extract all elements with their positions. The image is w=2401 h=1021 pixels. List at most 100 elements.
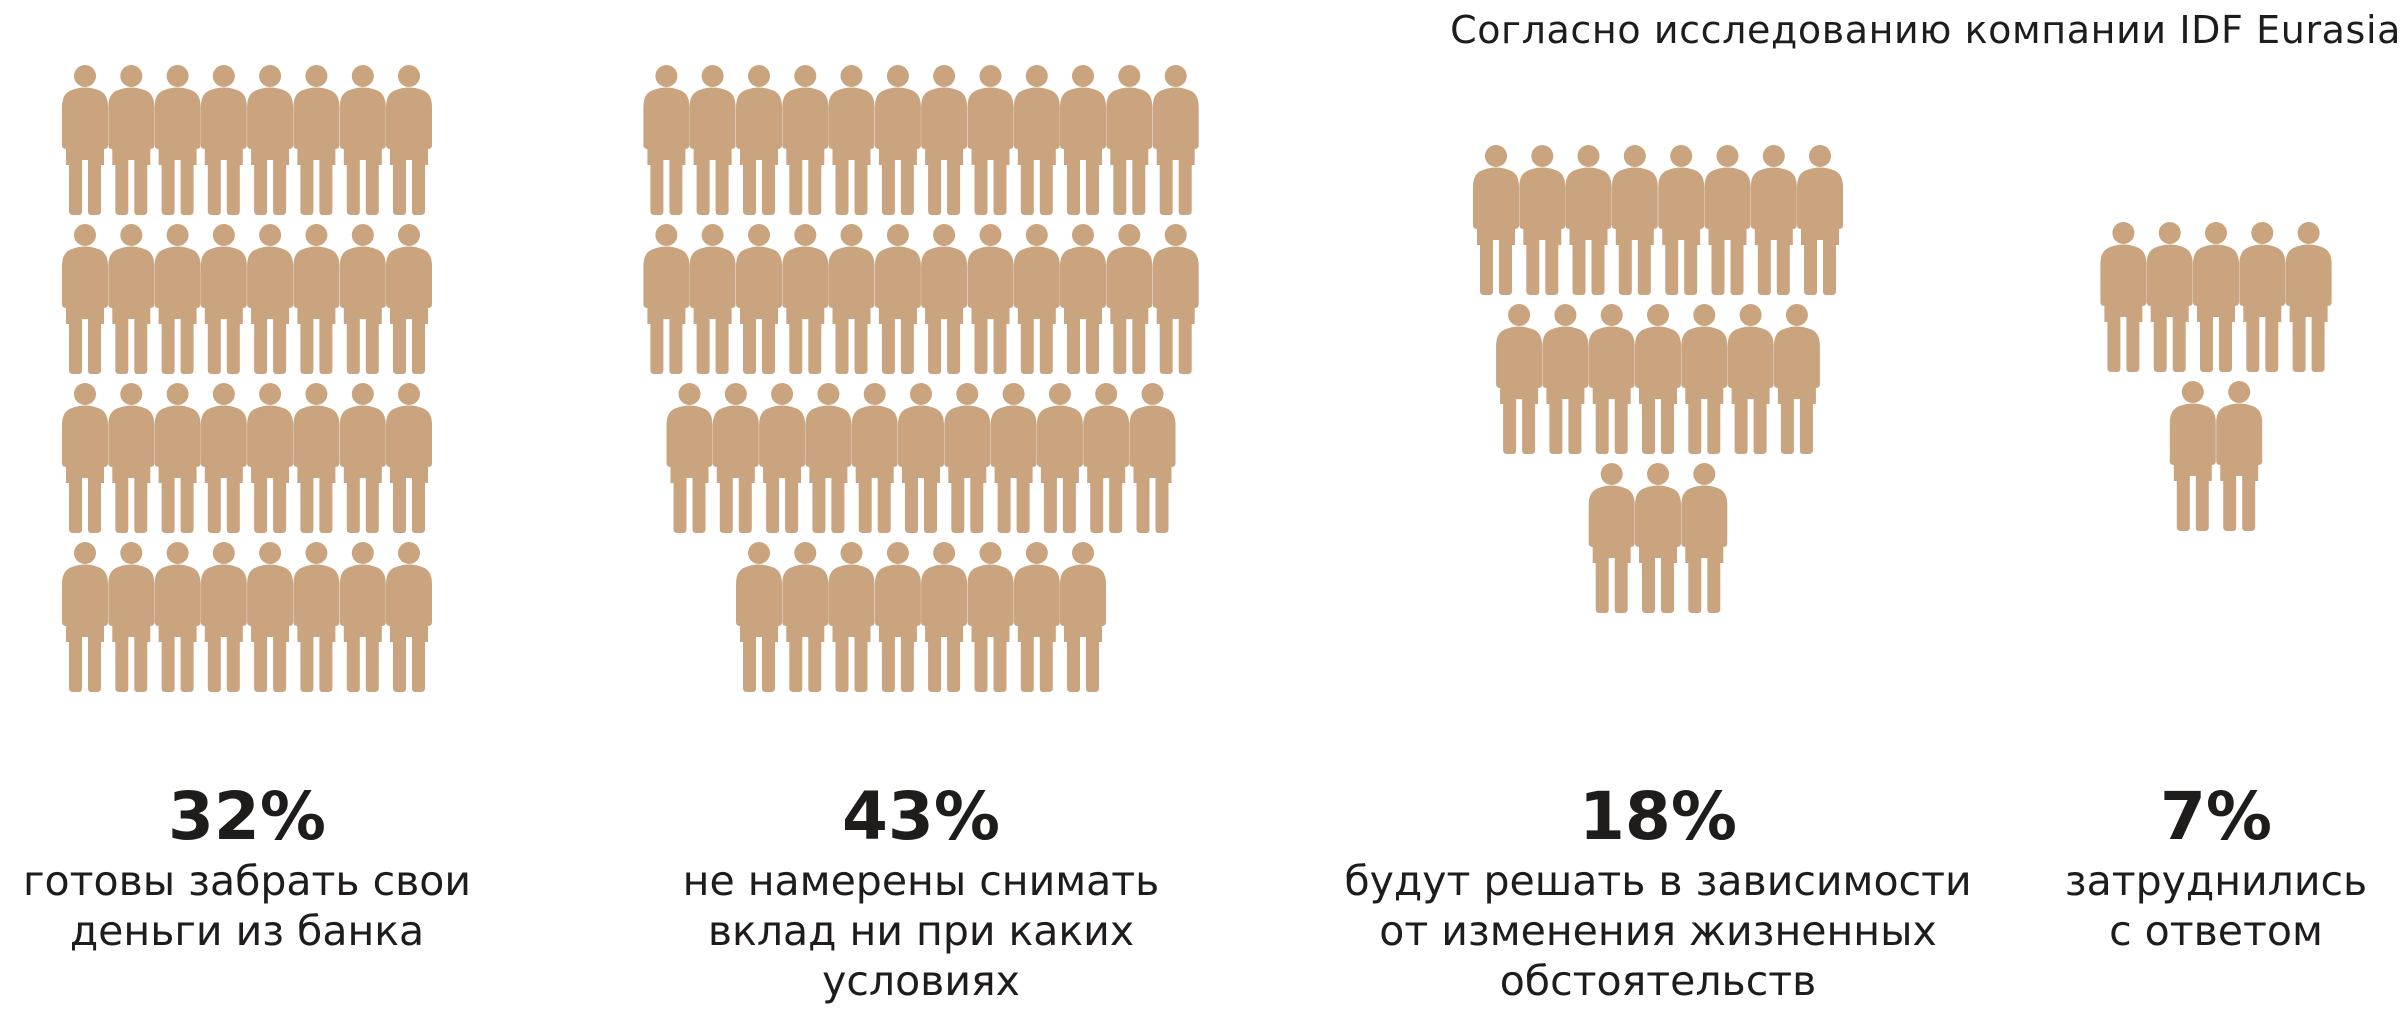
person-icon	[782, 65, 829, 215]
category-label-line: обстоятельств	[1499, 957, 1817, 1005]
person-icon	[1152, 224, 1199, 374]
person-icon	[62, 383, 108, 533]
category-label-line: с ответом	[2109, 907, 2323, 955]
person-icon	[898, 383, 944, 533]
person-icon	[967, 542, 1014, 692]
category-label-line: затруднились	[2064, 857, 2368, 905]
category-label-line: вклад ни при каких	[707, 907, 1135, 955]
person-icon	[339, 65, 386, 215]
person-icon	[1588, 304, 1635, 454]
category-label-line: деньги из банка	[69, 907, 425, 955]
person-icon	[247, 383, 294, 533]
person-icon	[108, 383, 155, 533]
person-icon	[874, 542, 921, 692]
person-icon	[1588, 463, 1635, 613]
person-icon	[1681, 463, 1728, 613]
person-icon	[386, 65, 432, 215]
percent-value: 18%	[1579, 778, 1737, 855]
person-icon	[1750, 145, 1797, 295]
person-icon	[967, 224, 1014, 374]
person-icon	[643, 65, 690, 215]
person-icon	[293, 383, 340, 533]
person-icon	[712, 383, 759, 533]
person-icon	[2193, 222, 2239, 372]
person-icon	[1106, 224, 1153, 374]
person-icon	[154, 65, 201, 215]
person-icon	[200, 224, 247, 374]
person-icon	[736, 542, 782, 692]
person-icon	[200, 65, 247, 215]
person-icon	[154, 383, 201, 533]
person-icon	[921, 542, 968, 692]
person-icon	[293, 542, 340, 692]
person-icon	[851, 383, 898, 533]
person-icon	[1797, 145, 1843, 295]
person-icon	[828, 542, 875, 692]
person-icon	[108, 224, 155, 374]
category-label: будут решать в зависимости от изменения …	[1344, 856, 1971, 1006]
person-icon	[1013, 542, 1060, 692]
category-label-line: готовы забрать свои	[22, 857, 472, 905]
person-icon	[805, 383, 852, 533]
person-icon	[1773, 304, 1820, 454]
person-icon	[1727, 304, 1774, 454]
source-note: Согласно исследованию компании IDF Euras…	[1450, 8, 2401, 52]
person-icon	[108, 542, 155, 692]
person-icon	[874, 65, 921, 215]
person-icon	[2146, 222, 2193, 372]
person-icon	[990, 383, 1037, 533]
category-label-line: будут решать в зависимости	[1344, 857, 1972, 905]
person-icon	[967, 65, 1014, 215]
person-icon	[1083, 383, 1130, 533]
percent-value: 32%	[168, 778, 326, 855]
person-icon	[154, 224, 201, 374]
person-icon	[1013, 224, 1060, 374]
person-icon	[339, 224, 386, 374]
person-icon	[1060, 224, 1106, 374]
person-icon	[921, 65, 968, 215]
category-label: не намерены снимать вклад ни при каких у…	[683, 856, 1160, 1006]
person-icon	[1013, 65, 1060, 215]
person-icon	[1658, 145, 1705, 295]
person-icon	[2169, 381, 2216, 531]
person-icon	[386, 542, 432, 692]
person-icon	[689, 65, 736, 215]
person-icon	[782, 542, 829, 692]
person-icon	[1611, 145, 1658, 295]
person-icon	[828, 65, 875, 215]
person-icon	[62, 65, 108, 215]
person-icon	[386, 224, 432, 374]
person-icon	[666, 383, 713, 533]
person-icon	[2285, 222, 2332, 372]
person-icon	[689, 224, 736, 374]
person-icon	[339, 383, 386, 533]
person-icon	[643, 224, 690, 374]
person-icon	[759, 383, 806, 533]
person-icon	[1635, 463, 1681, 613]
person-icon	[1060, 65, 1106, 215]
person-icon	[1565, 145, 1612, 295]
category-label-line: не намерены снимать	[682, 857, 1160, 905]
person-icon	[1152, 65, 1199, 215]
person-icon	[108, 65, 155, 215]
category-label-line: условиях	[822, 957, 1020, 1005]
person-icon	[2239, 222, 2286, 372]
person-icon	[293, 65, 340, 215]
person-icon	[921, 224, 968, 374]
percent-value: 43%	[842, 778, 1000, 855]
person-icon	[1704, 145, 1751, 295]
person-icon	[154, 542, 201, 692]
person-icon	[828, 224, 875, 374]
person-icon	[247, 542, 294, 692]
person-icon	[339, 542, 386, 692]
person-icon	[247, 224, 294, 374]
person-icon	[1542, 304, 1589, 454]
person-icon	[782, 224, 829, 374]
person-icon	[736, 224, 782, 374]
person-icon	[62, 224, 108, 374]
category-label-line: от изменения жизненных	[1379, 907, 1937, 955]
person-icon	[1519, 145, 1566, 295]
person-icon	[247, 65, 294, 215]
person-icon	[200, 542, 247, 692]
